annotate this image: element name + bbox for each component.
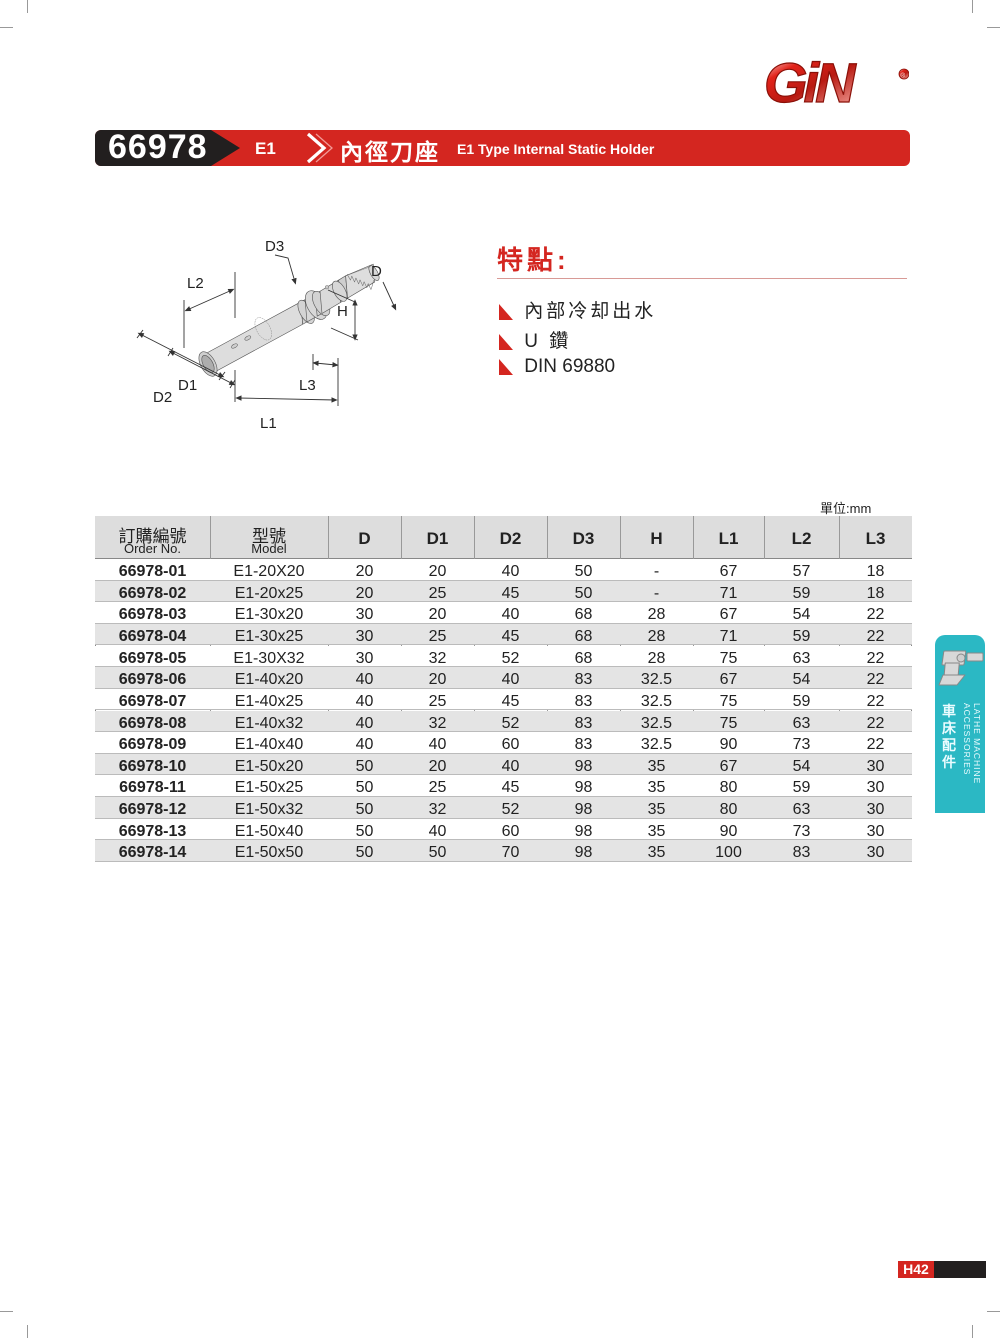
svg-text:D3: D3 (265, 238, 284, 255)
svg-text:GiN: GiN (764, 52, 857, 114)
svg-text:D1: D1 (178, 377, 197, 394)
svg-text:H: H (337, 303, 348, 320)
svg-text:D: D (371, 263, 382, 280)
svg-text:L2: L2 (187, 275, 204, 292)
svg-text:D2: D2 (153, 389, 172, 406)
svg-text:L1: L1 (260, 415, 277, 432)
svg-text:L3: L3 (299, 377, 316, 394)
svg-text:®: ® (900, 71, 905, 79)
